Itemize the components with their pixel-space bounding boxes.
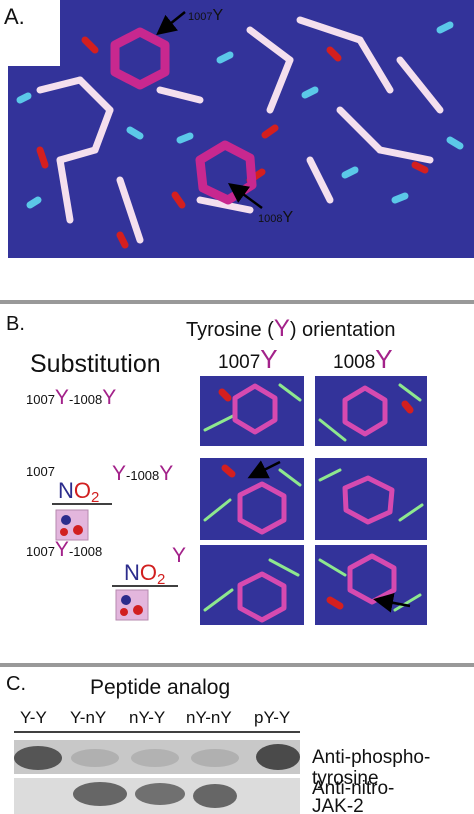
band (73, 782, 127, 806)
orientation-tiles (200, 376, 427, 625)
panel-c: C. Peptide analog Y-Y Y-nY nY-Y nY-nY pY… (6, 673, 430, 814)
band (135, 783, 185, 805)
substitution-label: Y (172, 544, 186, 567)
column-header: 1008Y (333, 344, 393, 374)
substitution-label: 1007 (26, 464, 55, 479)
column-header: 1007Y (218, 344, 278, 374)
antibody-label: Anti-nitro- (312, 778, 394, 799)
lane-label: Y-Y (20, 708, 47, 727)
band (71, 749, 119, 767)
label-box (0, 0, 60, 66)
lane-label: nY-Y (129, 708, 165, 727)
antibody-label: JAK-2 (312, 796, 364, 814)
band (193, 784, 237, 808)
panel-title: Peptide analog (90, 676, 230, 699)
lane-label: nY-nY (186, 708, 232, 727)
panel-b: B. Tyrosine (Y) orientation Substitution… (6, 313, 427, 625)
lane-label: pY-Y (254, 708, 290, 727)
molecule-image (8, 0, 474, 258)
substitution-label: 1007Y-1008Y (26, 386, 116, 409)
arrow (156, 11, 186, 36)
panel-title: Tyrosine (Y) orientation (186, 315, 395, 342)
antibody-label: Anti-phospho- (312, 747, 430, 768)
panel-label: C. (6, 673, 26, 695)
no2-icon (115, 589, 149, 621)
band (191, 749, 239, 767)
residue-annotation: 1007Y (188, 7, 223, 24)
substitution-label: NO2 (124, 560, 165, 588)
panel-label: A. (4, 4, 25, 29)
molecule-sticks (16, 16, 464, 249)
arrow (227, 183, 263, 210)
band (131, 749, 179, 767)
no2-icon (55, 509, 89, 541)
substitution-label: Y-1008Y (112, 462, 173, 485)
antibody-label: tyrosine (312, 768, 379, 789)
substitution-label: NO2 (58, 478, 99, 506)
panel-a: A. 1007Y 1008Y (0, 0, 474, 258)
band (14, 746, 62, 770)
panel-label: B. (6, 313, 25, 335)
residue-annotation: 1008Y (258, 209, 293, 226)
row-header: Substitution (30, 350, 161, 378)
lane-label: Y-nY (70, 708, 106, 727)
band (256, 744, 300, 770)
substitution-label: 1007Y-1008 (26, 538, 102, 561)
